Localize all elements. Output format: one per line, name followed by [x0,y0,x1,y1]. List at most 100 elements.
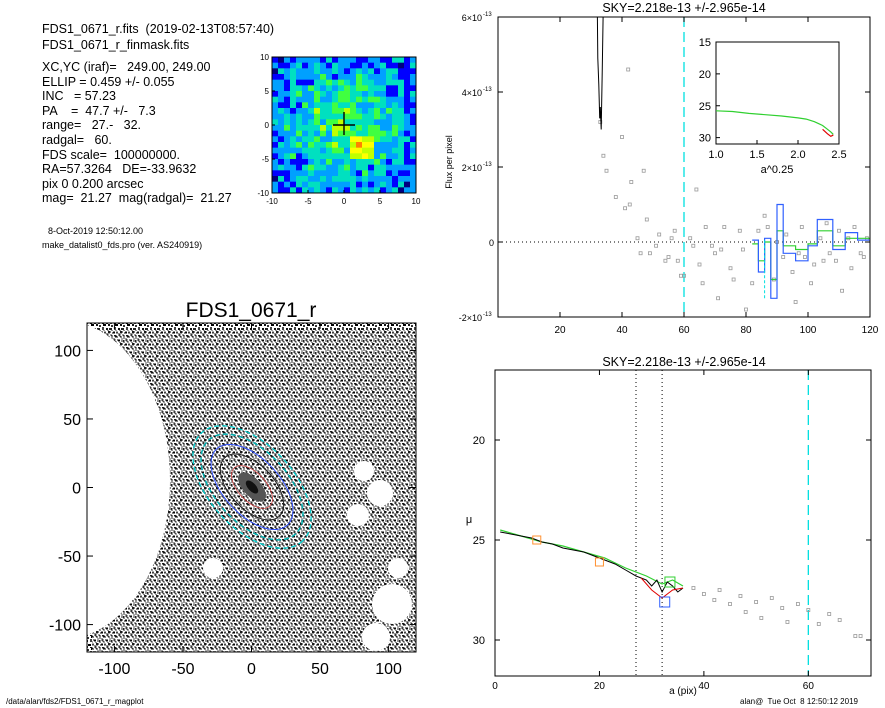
masked-star [362,623,390,651]
heatmap-cell [380,181,387,188]
heatmap-cell [374,181,381,188]
heatmap-cell [284,159,291,166]
heatmap-cell [380,62,387,69]
heatmap-cell [320,113,327,120]
heatmap-cell [326,187,333,193]
heatmap-cell [320,136,327,143]
param-line: XC,YC (iraf)= 249.00, 249.00 [42,60,211,74]
heatmap-cell [296,96,303,103]
heatmap-cell [278,119,285,126]
heatmap-cell [368,142,375,149]
data-point [750,281,755,286]
heatmap-cell [350,130,357,137]
heatmap-cell [374,57,381,64]
heatmap-cell [392,68,399,75]
heatmap-cell [380,119,387,126]
data-point [666,255,671,259]
heatmap-cell [308,113,315,120]
heatmap-cell [386,153,393,160]
heatmap-cell [338,147,345,154]
heatmap-cell [362,153,369,160]
data-point [691,586,696,590]
heatmap-cell [410,153,416,160]
heatmap-cell [320,176,327,183]
heatmap-cell [374,102,381,109]
heatmap-cell [374,159,381,166]
y-tick-label: 2×10 [462,163,482,173]
heatmap-cell [284,125,291,132]
heatmap-cell [296,79,303,86]
heatmap-cell [404,181,411,188]
heatmap-cell [392,113,399,120]
heatmap-cell [278,181,285,188]
heatmap-cell [296,91,303,98]
heatmap-cell [362,176,369,183]
heatmap-cell [380,74,387,81]
heatmap-cell [350,164,357,171]
heatmap-cell [410,136,416,143]
heatmap-cell [356,159,363,166]
sb-xlabel: a (pix) [669,686,697,697]
data-point [759,616,764,620]
heatmap-cell [284,187,291,193]
heatmap-cell [356,147,363,154]
data-point [701,592,706,596]
data-point [743,610,748,614]
heatmap-cell [398,142,405,149]
heatmap-cell [278,74,285,81]
heatmap-cell [338,187,345,193]
heatmap-cell [278,187,285,193]
heatmap-cell [338,74,345,81]
heatmap-cell [314,176,321,183]
data-point [663,258,668,263]
heatmap-cell [278,130,285,137]
data-point [744,307,748,312]
heatmap-cell [386,125,393,132]
masked-star [203,558,223,578]
heatmap-cell [290,74,297,81]
heatmap-cell [404,74,411,81]
heatmap-cell [374,96,381,103]
heatmap-cell [278,113,285,120]
heatmap-cell [386,102,393,109]
data-point [613,195,618,199]
y-tick-label: 0 [265,121,270,130]
heatmap-cell [380,108,387,115]
heatmap-cell [344,176,351,183]
heatmap-cell [344,108,351,115]
heatmap-cell [284,181,291,188]
y-tick-label: -10 [257,189,269,198]
heatmap-cell [338,142,345,149]
heatmap-cell [338,125,345,132]
heatmap-cell [338,181,345,188]
heatmap-cell [344,102,351,109]
data-point [852,225,857,229]
data-point [700,281,705,286]
data-point [694,187,699,192]
heatmap-cell [380,136,387,143]
heatmap-cell [338,164,345,171]
heatmap-cell [410,85,416,92]
sb-plot-content [500,370,863,676]
heatmap-cell [380,153,387,160]
x-tick-label: 5 [378,197,383,206]
heatmap-cell [380,159,387,166]
heatmap-cell [308,153,315,160]
heatmap-cell [386,108,393,115]
heatmap-cell [332,164,339,171]
profile-line-red [640,577,684,599]
heatmap-cell [314,57,321,64]
marker-box-blue [659,596,671,608]
heatmap-cell [374,108,381,115]
heatmap-cell [290,113,297,120]
heatmap-cell [278,91,285,98]
heatmap-cell [290,79,297,86]
heatmap-cell [272,136,279,143]
heatmap-cell [374,147,381,154]
heatmap-cell [356,85,363,92]
heatmap-cell [380,125,387,132]
heatmap-cell [410,130,416,137]
heatmap-cell [380,187,387,193]
heatmap-cell [326,85,333,92]
heatmap-cell [380,102,387,109]
